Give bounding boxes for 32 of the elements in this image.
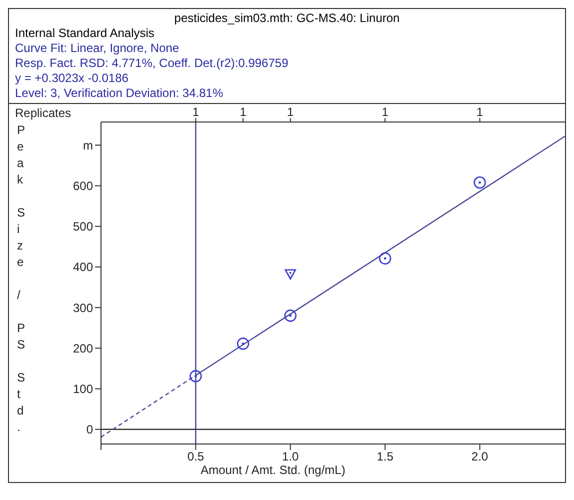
y-tick-label: 200 (72, 341, 94, 356)
text: 1 (240, 105, 247, 119)
point (378, 252, 392, 265)
text: y = +0.3023x -0.0186 (15, 71, 130, 86)
text: 1 (287, 105, 294, 119)
x-tick-label: 0.5 (187, 450, 204, 464)
point (236, 338, 250, 350)
y-tick-label: m (83, 138, 93, 152)
y-tick-label: 400 (72, 260, 94, 274)
text: Level: 3, Verification Deviation: 34.81% (15, 86, 224, 101)
y-tick-label: 0 (86, 422, 94, 437)
text: Resp. Fact. RSD: 4.771%, Coeff. Det.(r2):0.996759 (15, 56, 290, 71)
text: Peak Size / PS Std. (17, 123, 26, 434)
chart-subtitle: Internal Standard Analysis (15, 26, 156, 41)
x2-axis-title: Replicates (15, 106, 72, 120)
x-tick-label: 1.5 (376, 450, 394, 464)
point (190, 370, 202, 382)
text: 1 (476, 105, 484, 119)
y-tick-label: 300 (72, 300, 94, 315)
chart-title: pesticides_sim03.mth: GC-MS.40: Linuron (173, 11, 401, 26)
y-tick-label: 600 (72, 179, 94, 194)
y-tick-label: 100 (72, 382, 94, 396)
x-tick-label: 1.0 (282, 450, 300, 464)
text: 1 (192, 105, 200, 119)
point (284, 310, 297, 322)
text: Curve Fit: Linear, Ignore, None (15, 41, 180, 56)
x-axis-title: Amount / Amt. Std. (ng/mL) (200, 463, 346, 477)
y-tick-label: 500 (72, 220, 94, 234)
text: 1 (382, 105, 389, 119)
point (284, 269, 296, 280)
x-tick-label: 2.0 (471, 450, 488, 464)
point (474, 176, 486, 189)
